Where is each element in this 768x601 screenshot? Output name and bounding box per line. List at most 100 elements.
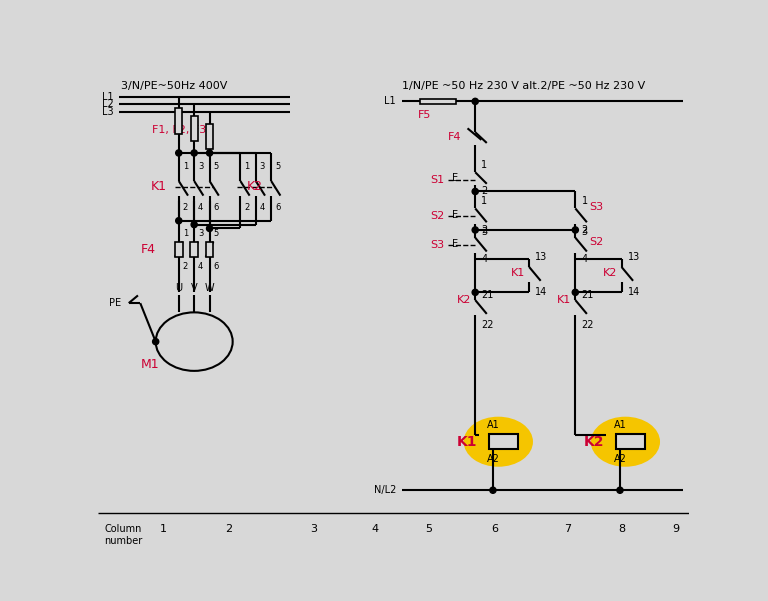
Text: L3: L3 (101, 107, 114, 117)
Text: A1: A1 (614, 419, 627, 430)
Text: 3: 3 (260, 162, 265, 171)
Text: 2: 2 (183, 203, 188, 212)
Text: 3~: 3~ (185, 343, 204, 356)
Text: 3: 3 (482, 227, 488, 237)
Circle shape (472, 227, 478, 233)
Circle shape (572, 289, 578, 296)
Text: 22: 22 (581, 320, 594, 331)
Text: 2: 2 (183, 263, 188, 272)
Text: 3: 3 (581, 227, 588, 237)
Text: S3: S3 (430, 240, 445, 251)
Circle shape (617, 487, 623, 493)
Ellipse shape (591, 416, 660, 467)
Text: 1: 1 (581, 196, 588, 206)
Circle shape (207, 150, 213, 156)
Text: K1: K1 (558, 295, 571, 305)
Text: 4: 4 (482, 254, 488, 264)
Text: 2: 2 (581, 225, 588, 235)
Circle shape (207, 225, 213, 231)
Bar (206, 242, 214, 257)
Text: S2: S2 (589, 237, 604, 246)
Bar (616, 434, 645, 450)
Text: 5: 5 (214, 162, 219, 171)
Text: 1: 1 (244, 162, 250, 171)
Text: 22: 22 (482, 320, 494, 331)
Text: 21: 21 (482, 290, 494, 300)
Text: S2: S2 (430, 211, 445, 221)
Text: 13: 13 (535, 252, 548, 262)
Text: E: E (452, 210, 458, 219)
Text: 9: 9 (672, 524, 679, 534)
Bar (190, 116, 197, 141)
Text: 2: 2 (225, 524, 233, 534)
Text: 6: 6 (275, 203, 280, 212)
Text: A1: A1 (487, 419, 499, 430)
Bar (489, 434, 518, 450)
Text: 4: 4 (260, 203, 265, 212)
Text: 4: 4 (372, 524, 379, 534)
Text: 2: 2 (244, 203, 250, 212)
Text: 7: 7 (564, 524, 571, 534)
Text: 3: 3 (198, 162, 204, 171)
Text: E: E (452, 173, 458, 183)
Circle shape (472, 188, 478, 195)
Bar (190, 242, 198, 257)
Text: L1: L1 (384, 96, 396, 106)
Text: 2: 2 (482, 186, 488, 197)
Bar (206, 124, 213, 149)
Text: PE: PE (109, 298, 121, 308)
Text: K1: K1 (151, 180, 167, 194)
Text: Column
number: Column number (104, 524, 142, 546)
Text: 6: 6 (214, 203, 219, 212)
Bar (420, 99, 456, 104)
Text: W: W (205, 282, 214, 293)
Text: 1: 1 (183, 162, 188, 171)
Ellipse shape (464, 416, 533, 467)
Text: K2: K2 (457, 295, 472, 305)
Text: 3: 3 (198, 230, 204, 239)
Text: E: E (452, 239, 458, 249)
Text: V: V (191, 282, 197, 293)
Text: K2: K2 (247, 180, 263, 194)
Circle shape (176, 218, 182, 224)
Text: S1: S1 (430, 175, 445, 185)
Circle shape (191, 150, 197, 156)
Text: 1: 1 (482, 196, 488, 206)
Text: K1: K1 (511, 268, 525, 278)
Circle shape (472, 289, 478, 296)
Bar (175, 108, 182, 133)
Text: 21: 21 (581, 290, 594, 300)
Text: K2: K2 (604, 268, 617, 278)
Text: 1: 1 (183, 230, 188, 239)
Ellipse shape (156, 313, 233, 371)
Circle shape (472, 99, 478, 105)
Text: K1: K1 (457, 435, 478, 449)
Text: 6: 6 (214, 263, 219, 272)
Text: F5: F5 (419, 110, 432, 120)
Text: 14: 14 (627, 287, 640, 297)
Text: A2: A2 (614, 454, 627, 463)
Circle shape (153, 338, 159, 345)
Text: 5: 5 (275, 162, 280, 171)
Text: 3: 3 (310, 524, 317, 534)
Text: 4: 4 (581, 254, 588, 264)
Text: M: M (187, 328, 202, 343)
Text: K2: K2 (584, 435, 604, 449)
Text: L2: L2 (101, 99, 114, 109)
Text: 2: 2 (482, 225, 488, 235)
Text: 5: 5 (425, 524, 432, 534)
Text: 8: 8 (618, 524, 625, 534)
Text: S3: S3 (589, 202, 604, 212)
Text: M1: M1 (141, 358, 160, 371)
Text: 1: 1 (482, 159, 488, 169)
Circle shape (176, 150, 182, 156)
Bar (175, 242, 183, 257)
Text: 6: 6 (491, 524, 498, 534)
Text: 1: 1 (160, 524, 167, 534)
Circle shape (490, 487, 496, 493)
Text: 1/N/PE ~50 Hz 230 V alt.2/PE ~50 Hz 230 V: 1/N/PE ~50 Hz 230 V alt.2/PE ~50 Hz 230 … (402, 81, 645, 91)
Text: F1, F2, F3: F1, F2, F3 (152, 125, 206, 135)
Text: F4: F4 (448, 132, 462, 142)
Text: U: U (175, 282, 182, 293)
Text: N/L2: N/L2 (373, 485, 396, 495)
